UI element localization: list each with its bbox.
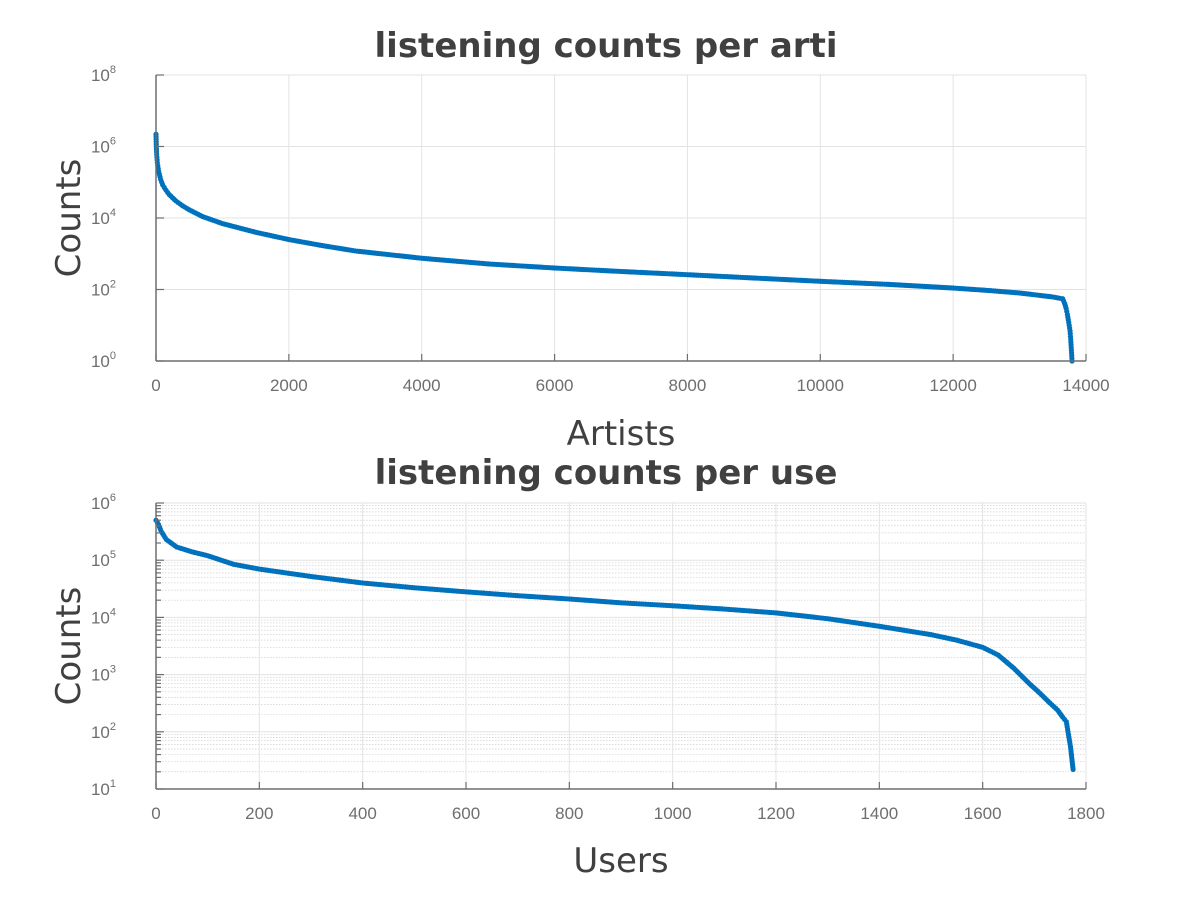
- y-tick-exponent: 6: [110, 136, 116, 148]
- y-tick-exponent: 2: [110, 279, 116, 291]
- y-tick-exponent: 4: [110, 606, 116, 618]
- y-tick-exponent: 4: [110, 207, 116, 219]
- y-tick-label: 106: [91, 492, 116, 513]
- y-tick-label: 102: [91, 721, 116, 742]
- y-tick-base: 10: [91, 780, 110, 799]
- chart-users-xticks: 0 200 400 600 800 1000 1200 1400 1600 1800: [151, 804, 1105, 823]
- y-tick-exponent: 1: [110, 778, 116, 790]
- y-tick-base: 10: [91, 281, 110, 300]
- y-tick-label: 104: [91, 207, 116, 228]
- y-tick-base: 10: [91, 551, 110, 570]
- y-tick-base: 10: [91, 209, 110, 228]
- x-tick-label: 2000: [270, 376, 308, 395]
- x-tick-label: 8000: [669, 376, 707, 395]
- x-tick-label: 12000: [930, 376, 977, 395]
- y-tick-label: 108: [91, 64, 116, 85]
- x-tick-label: 0: [151, 804, 160, 823]
- x-tick-label: 14000: [1062, 376, 1109, 395]
- x-tick-label: 1600: [964, 804, 1002, 823]
- y-tick-exponent: 2: [110, 721, 116, 733]
- chart-users-ylabel: Counts: [49, 587, 89, 706]
- y-tick-exponent: 6: [110, 492, 116, 504]
- y-tick-base: 10: [91, 66, 110, 85]
- chart-artists-title: listening counts per arti: [375, 26, 838, 66]
- x-tick-label: 1800: [1067, 804, 1105, 823]
- y-tick-base: 10: [91, 666, 110, 685]
- y-tick-label: 105: [91, 549, 116, 570]
- data-point: [1070, 766, 1076, 773]
- y-tick-base: 10: [91, 723, 110, 742]
- x-tick-label: 4000: [403, 376, 441, 395]
- y-tick-label: 100: [91, 350, 116, 371]
- y-tick-label: 104: [91, 606, 116, 627]
- x-tick-label: 10000: [797, 376, 844, 395]
- chart-users-points: [153, 517, 1076, 773]
- y-tick-exponent: 3: [110, 664, 116, 676]
- x-tick-label: 0: [151, 376, 160, 395]
- y-tick-label: 101: [91, 778, 116, 799]
- chart-artists: listening counts per arti Artists Counts…: [49, 26, 1110, 454]
- y-tick-label: 106: [91, 136, 116, 157]
- chart-artists-ylabel: Counts: [49, 159, 89, 278]
- x-tick-label: 400: [348, 804, 376, 823]
- chart-users-axes: [155, 502, 1087, 790]
- y-tick-exponent: 0: [110, 350, 116, 362]
- chart-users-xlabel: Users: [573, 841, 668, 881]
- chart-artists-xlabel: Artists: [567, 414, 676, 454]
- chart-artists-grid: [155, 74, 1087, 362]
- chart-artists-points: [153, 131, 1075, 364]
- y-tick-exponent: 5: [110, 549, 116, 561]
- chart-users: listening counts per use Users Counts 0 2…: [49, 453, 1105, 881]
- x-tick-label: 600: [452, 804, 480, 823]
- x-tick-label: 800: [555, 804, 583, 823]
- x-tick-label: 200: [245, 804, 273, 823]
- y-tick-exponent: 8: [110, 64, 116, 76]
- y-tick-base: 10: [91, 138, 110, 157]
- y-tick-label: 102: [91, 279, 116, 300]
- x-tick-label: 1400: [860, 804, 898, 823]
- chart-users-title: listening counts per use: [375, 453, 838, 493]
- x-tick-label: 6000: [536, 376, 574, 395]
- chart-artists-xticks: 0 2000 4000 6000 8000 10000 12000 14000: [151, 376, 1109, 395]
- x-tick-label: 1000: [654, 804, 692, 823]
- y-tick-base: 10: [91, 608, 110, 627]
- y-tick-base: 10: [91, 494, 110, 513]
- y-tick-label: 103: [91, 664, 116, 685]
- y-tick-base: 10: [91, 352, 110, 371]
- chart-artists-axes: [155, 74, 1087, 362]
- x-tick-label: 1200: [757, 804, 795, 823]
- chart-users-grid: [155, 502, 1087, 790]
